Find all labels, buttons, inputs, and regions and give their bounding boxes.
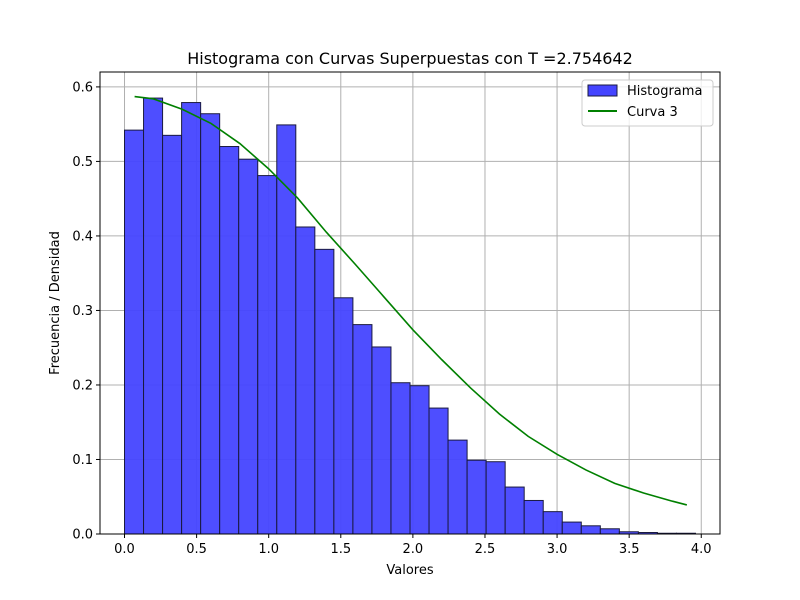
x-tick-label: 3.0 bbox=[547, 542, 568, 557]
histogram-bar bbox=[371, 346, 392, 535]
y-tick-label: 0.3 bbox=[72, 304, 93, 319]
histogram-bar bbox=[295, 226, 316, 535]
y-axis-title: Frecuencia / Densidad bbox=[48, 231, 63, 375]
histogram-bar bbox=[352, 324, 373, 535]
chart-title: Histograma con Curvas Superpuestas con T… bbox=[187, 49, 633, 68]
y-tick-label: 0.4 bbox=[72, 229, 93, 244]
histogram-bar bbox=[466, 459, 487, 535]
histogram-bar bbox=[485, 461, 506, 535]
legend-label-curve: Curva 3 bbox=[627, 105, 678, 120]
legend-swatch-histogram bbox=[587, 84, 618, 97]
histogram-bar bbox=[314, 248, 335, 535]
y-tick-label: 0.5 bbox=[72, 155, 93, 170]
y-tick-label: 0.2 bbox=[72, 378, 93, 393]
histogram-bar bbox=[390, 382, 411, 535]
x-tick-label: 0.0 bbox=[114, 542, 135, 557]
histogram-bar bbox=[580, 525, 601, 535]
legend: Histograma Curva 3 bbox=[581, 79, 714, 127]
histogram-bar bbox=[333, 297, 354, 535]
y-tick-label: 0.6 bbox=[72, 80, 93, 95]
x-tick-label: 0.5 bbox=[186, 542, 207, 557]
histogram-bar bbox=[162, 134, 183, 535]
histogram-bar bbox=[428, 407, 449, 535]
histogram-bar bbox=[561, 521, 582, 535]
y-tick-label: 0.0 bbox=[72, 528, 93, 543]
histogram-bar bbox=[599, 528, 620, 535]
histogram-bar bbox=[238, 158, 259, 535]
x-tick-label: 1.0 bbox=[258, 542, 279, 557]
histogram-bar bbox=[542, 511, 563, 535]
histogram-bar bbox=[257, 175, 278, 535]
histogram-bar bbox=[143, 97, 164, 535]
x-tick-label: 2.5 bbox=[475, 542, 496, 557]
x-axis-title: Valores bbox=[386, 563, 433, 578]
y-axis-ticks: 0.0 0.1 0.2 0.3 0.4 0.5 0.6 bbox=[72, 80, 100, 543]
curve-line bbox=[134, 95, 688, 506]
legend-label-histogram: Histograma bbox=[627, 84, 702, 99]
curve-layer bbox=[134, 95, 688, 506]
histogram-bar bbox=[409, 385, 430, 535]
histogram-bars bbox=[124, 97, 696, 535]
histogram-bar bbox=[200, 113, 221, 535]
x-tick-label: 1.5 bbox=[330, 542, 351, 557]
histogram-bar bbox=[504, 486, 525, 535]
histogram-bar bbox=[124, 129, 145, 535]
x-tick-label: 2.0 bbox=[403, 542, 424, 557]
y-tick-label: 0.1 bbox=[72, 453, 93, 468]
x-axis-ticks: 0.0 0.5 1.0 1.5 2.0 2.5 3.0 3.5 4.0 bbox=[114, 534, 712, 557]
histogram-bar bbox=[219, 146, 240, 535]
x-tick-label: 3.5 bbox=[619, 542, 640, 557]
plot-frame bbox=[99, 71, 721, 535]
x-tick-label: 4.0 bbox=[691, 542, 712, 557]
histogram-bar bbox=[523, 499, 544, 535]
histogram-bar bbox=[447, 439, 468, 535]
histogram-bar bbox=[181, 102, 202, 535]
